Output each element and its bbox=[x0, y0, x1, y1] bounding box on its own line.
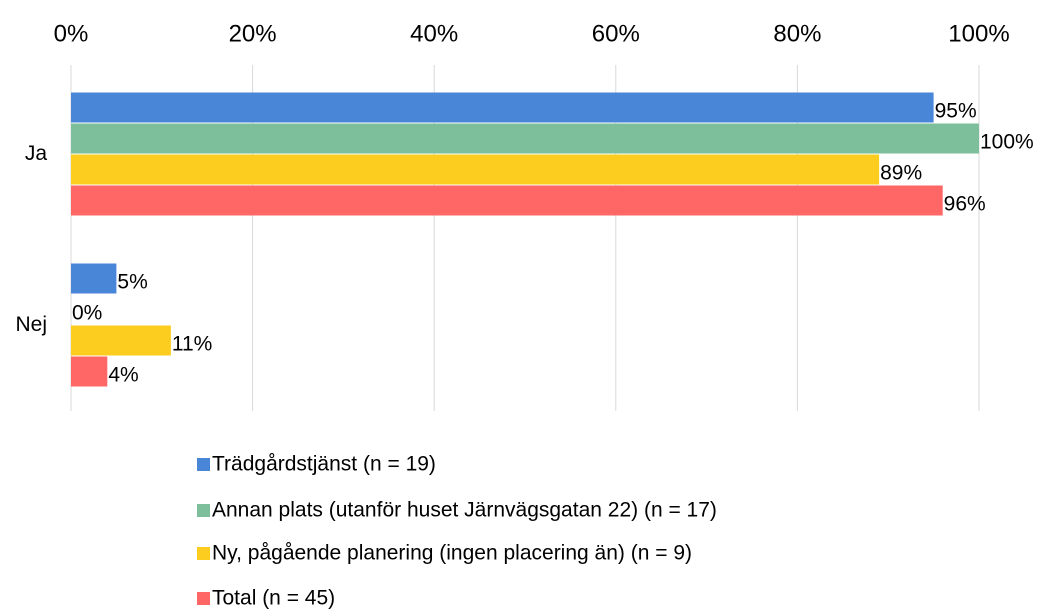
bar bbox=[71, 154, 880, 185]
x-tick-label: 20% bbox=[229, 20, 277, 47]
data-label: 4% bbox=[108, 364, 138, 387]
legend-swatch bbox=[197, 592, 210, 605]
x-tick-label: 80% bbox=[773, 20, 821, 47]
x-tick-label: 60% bbox=[592, 20, 640, 47]
data-label: 95% bbox=[935, 100, 977, 123]
data-label: 96% bbox=[944, 193, 986, 216]
bar bbox=[71, 263, 117, 294]
legend-swatch bbox=[197, 458, 210, 471]
bar bbox=[71, 185, 943, 216]
y-tick-label: Ja bbox=[25, 142, 48, 165]
x-tick-label: 40% bbox=[410, 20, 458, 47]
legend-label: Ny, pågående planering (ingen placering … bbox=[212, 542, 692, 565]
bar bbox=[71, 92, 934, 123]
data-label: 100% bbox=[980, 131, 1034, 154]
data-label: 0% bbox=[72, 302, 102, 325]
x-tick-label: 100% bbox=[948, 20, 1009, 47]
legend-label: Annan plats (utanför huset Järnvägsgatan… bbox=[212, 499, 717, 522]
data-label: 5% bbox=[117, 271, 147, 294]
x-tick-label: 0% bbox=[54, 20, 89, 47]
bar bbox=[71, 325, 171, 356]
legend-swatch bbox=[197, 504, 210, 517]
bar bbox=[71, 123, 979, 154]
legend-swatch bbox=[197, 547, 210, 560]
bar bbox=[71, 356, 108, 387]
legend-label: Total (n = 45) bbox=[212, 587, 335, 610]
y-tick-label: Nej bbox=[15, 313, 47, 336]
legend-label: Trädgårdstjänst (n = 19) bbox=[212, 453, 436, 476]
data-label: 11% bbox=[172, 333, 212, 356]
data-label: 89% bbox=[880, 162, 922, 185]
